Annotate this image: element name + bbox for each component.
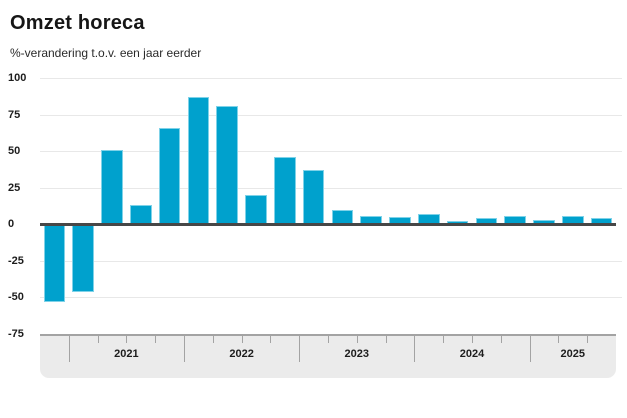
gridline-25: [40, 188, 622, 189]
quarter-tick: [241, 336, 243, 343]
quarter-tick: [212, 336, 214, 343]
bar-2021-q4[interactable]: [158, 127, 181, 225]
y-axis-label--25: -25: [8, 255, 24, 267]
bar-2022-q3[interactable]: [245, 195, 267, 225]
bar-2021-q3[interactable]: [129, 205, 152, 225]
x-axis-navigator[interactable]: 2021 2022 2023 2024 2025: [40, 334, 616, 378]
bar-2022-q2[interactable]: [216, 105, 239, 225]
gridline-50: [40, 151, 622, 152]
y-axis-label-100: 100: [8, 72, 27, 84]
quarter-tick: [155, 336, 157, 343]
quarter-tick: [385, 336, 387, 343]
quarter-tick: [443, 336, 445, 343]
quarter-tick: [356, 336, 358, 343]
quarter-tick: [558, 336, 560, 343]
x-axis-year-label-2021: 2021: [114, 348, 139, 360]
quarter-tick: [97, 336, 99, 343]
bar-2021-q2[interactable]: [101, 149, 123, 225]
x-axis-year-label-2025: 2025: [560, 348, 586, 360]
bar-2021-q1[interactable]: [72, 224, 95, 292]
gridline-100: [40, 78, 622, 79]
year-boundary-tick: [414, 336, 416, 362]
quarter-tick: [500, 336, 502, 343]
bar-2020-q4[interactable]: [43, 224, 66, 302]
y-axis-label-75: 75: [8, 109, 21, 121]
quarter-tick: [328, 336, 329, 343]
x-axis-year-label-2024: 2024: [459, 348, 485, 360]
y-axis-label-25: 25: [8, 182, 21, 194]
year-boundary-tick: [68, 336, 70, 362]
quarter-tick: [472, 336, 473, 343]
y-axis-label--75: -75: [8, 328, 24, 340]
y-axis-label-0: 0: [8, 218, 15, 230]
quarter-tick: [587, 336, 589, 343]
zero-axis-line: [40, 223, 616, 226]
chart-subtitle: %-verandering t.o.v. een jaar eerder: [10, 46, 202, 60]
bar-2022-q4[interactable]: [273, 157, 296, 225]
quarter-tick: [126, 336, 128, 343]
bar-2023-q1[interactable]: [302, 170, 325, 225]
y-axis-label-50: 50: [8, 145, 21, 157]
y-axis-label--50: -50: [8, 291, 24, 303]
quarter-tick: [270, 336, 272, 343]
year-boundary-tick: [529, 336, 531, 362]
chart-title: Omzet horeca: [10, 12, 145, 34]
bar-2022-q1[interactable]: [187, 97, 210, 225]
year-boundary-tick: [299, 336, 301, 362]
gridline--25: [40, 261, 622, 262]
gridline-75: [40, 115, 622, 116]
x-axis-year-label-2023: 2023: [344, 348, 370, 360]
gridline--50: [40, 297, 622, 298]
year-boundary-tick: [184, 336, 185, 362]
x-axis-year-label-2022: 2022: [229, 348, 254, 360]
